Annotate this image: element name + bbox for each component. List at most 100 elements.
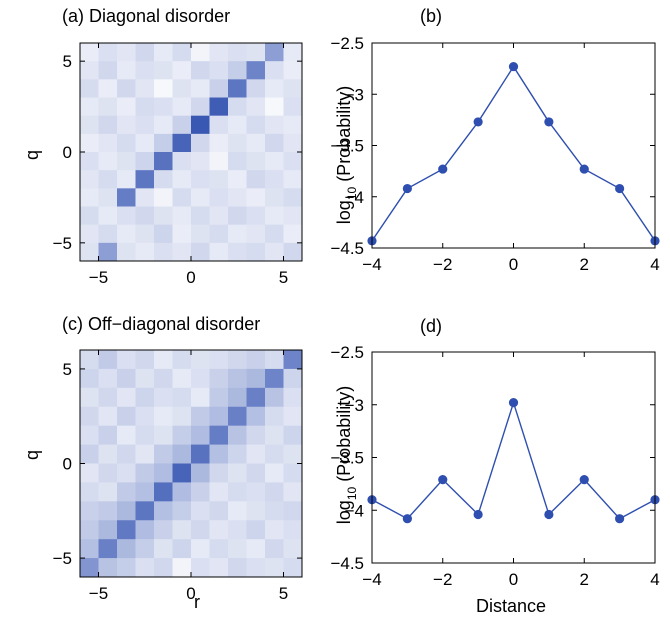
panel-c-cell: [98, 463, 118, 483]
panel-a-cell: [98, 61, 118, 80]
panel-c-offdiagonal-heatmap: (c) Off−diagonal disorder q r −5 −5 0 0 5 5: [22, 314, 303, 612]
panel-a-cell: [135, 61, 155, 80]
panel-c-xtick-label: 5: [279, 584, 288, 603]
panel-c-cell: [154, 406, 173, 427]
panel-a-cell: [80, 242, 99, 262]
panel-c-cell: [209, 482, 229, 502]
panel-d-ylabel-rest: (Probability): [334, 386, 354, 487]
panel-c-cell: [191, 425, 210, 446]
panel-a-xtick-label: 5: [279, 268, 288, 287]
panel-a-cell: [246, 224, 266, 244]
panel-a-cell: [98, 133, 118, 153]
panel-b-xtick-label: 4: [650, 255, 659, 274]
panel-a-cell: [209, 170, 229, 189]
panel-c-cell: [246, 368, 266, 389]
panel-c-cell: [283, 350, 303, 370]
panel-b-ytick-label: −2.5: [330, 34, 364, 53]
panel-a-cell: [135, 97, 155, 117]
panel-b-xtick-label: 2: [580, 255, 589, 274]
panel-a-cell: [80, 206, 99, 226]
panel-a-cell: [154, 188, 173, 207]
panel-a-cell: [135, 242, 155, 262]
panel-c-cell: [228, 387, 247, 408]
panel-c-cell: [246, 501, 266, 521]
panel-d-ytick-label: −3: [345, 396, 364, 415]
panel-b-ytick-label: −3.5: [330, 137, 364, 156]
panel-c-cell: [135, 425, 155, 446]
panel-a-cell: [154, 133, 173, 153]
panel-a-cell: [135, 224, 155, 244]
panel-d-data-point: [579, 475, 589, 485]
panel-c-cell: [154, 558, 173, 578]
panel-c-cell: [117, 406, 136, 427]
panel-b-data-point: [473, 117, 483, 127]
panel-a-cell: [265, 170, 284, 189]
panel-a-cell: [98, 206, 118, 226]
panel-b-ylabel-log: log: [334, 200, 354, 224]
panel-c-cell: [228, 444, 247, 464]
panel-c-cell: [209, 501, 229, 521]
panel-a-cell: [98, 115, 118, 135]
panel-a-cell: [209, 152, 229, 171]
panel-a-cell: [117, 133, 136, 153]
panel-a-cell: [283, 170, 303, 189]
panel-a-title: (a) Diagonal disorder: [62, 6, 230, 26]
panel-a-cell: [283, 206, 303, 226]
panel-c-cell: [246, 444, 266, 464]
panel-a-cell: [209, 188, 229, 207]
panel-c-cell: [228, 406, 247, 427]
panel-a-cell: [117, 188, 136, 207]
panel-a-cell: [228, 43, 247, 62]
panel-c-cell: [228, 350, 247, 370]
panel-a-cell: [98, 152, 118, 171]
panel-a-cell: [246, 242, 266, 262]
panel-c-cell: [246, 558, 266, 578]
panel-c-cell: [228, 501, 247, 521]
panel-d-data-point: [438, 475, 448, 485]
panel-c-cell: [172, 520, 192, 540]
panel-a-cell: [154, 242, 173, 262]
panel-c-cell: [283, 387, 303, 408]
panel-c-cell: [246, 425, 266, 446]
panel-c-cell: [228, 368, 247, 389]
panel-a-xtick-label: 0: [186, 268, 195, 287]
panel-a-cell: [135, 115, 155, 135]
panel-a-cell: [228, 152, 247, 171]
panel-a-cell: [80, 97, 99, 117]
panel-c-ylabel: q: [22, 450, 42, 460]
panel-d-ytick-label: −2.5: [330, 343, 364, 362]
panel-a-cell: [191, 224, 210, 244]
panel-c-xtick-label: 0: [186, 584, 195, 603]
panel-a-cell: [265, 224, 284, 244]
panel-a-cell: [172, 152, 192, 171]
panel-a-cell: [246, 61, 266, 80]
panel-c-cell: [246, 387, 266, 408]
panel-b-series-line: [371, 65, 656, 242]
panel-b-frame: [371, 42, 656, 249]
panel-a-cell: [117, 242, 136, 262]
panel-c-cell: [154, 463, 173, 483]
panel-c-cell: [265, 558, 284, 578]
panel-c-cell: [98, 368, 118, 389]
panel-c-cell: [209, 368, 229, 389]
panel-c-cell: [246, 406, 266, 427]
panel-c-cell: [209, 444, 229, 464]
panel-c-cell: [209, 350, 229, 370]
panel-c-cell: [265, 482, 284, 502]
panel-c-cell: [191, 558, 210, 578]
panel-c-cell: [135, 539, 155, 559]
panel-c-cell: [80, 463, 99, 483]
panel-c-cell: [209, 558, 229, 578]
panel-c-cell: [172, 350, 192, 370]
panel-c-cell: [154, 425, 173, 446]
panel-c-cell: [191, 444, 210, 464]
panel-c-cell: [246, 482, 266, 502]
panel-a-cell: [117, 152, 136, 171]
panel-a-cell: [191, 152, 210, 171]
panel-c-cell: [228, 520, 247, 540]
panel-d-xtick-label: 4: [650, 570, 659, 589]
panel-c-title: (c) Off−diagonal disorder: [62, 314, 260, 334]
panel-c-cell: [191, 463, 210, 483]
panel-a-cell: [283, 43, 303, 62]
panel-c-cell: [265, 539, 284, 559]
